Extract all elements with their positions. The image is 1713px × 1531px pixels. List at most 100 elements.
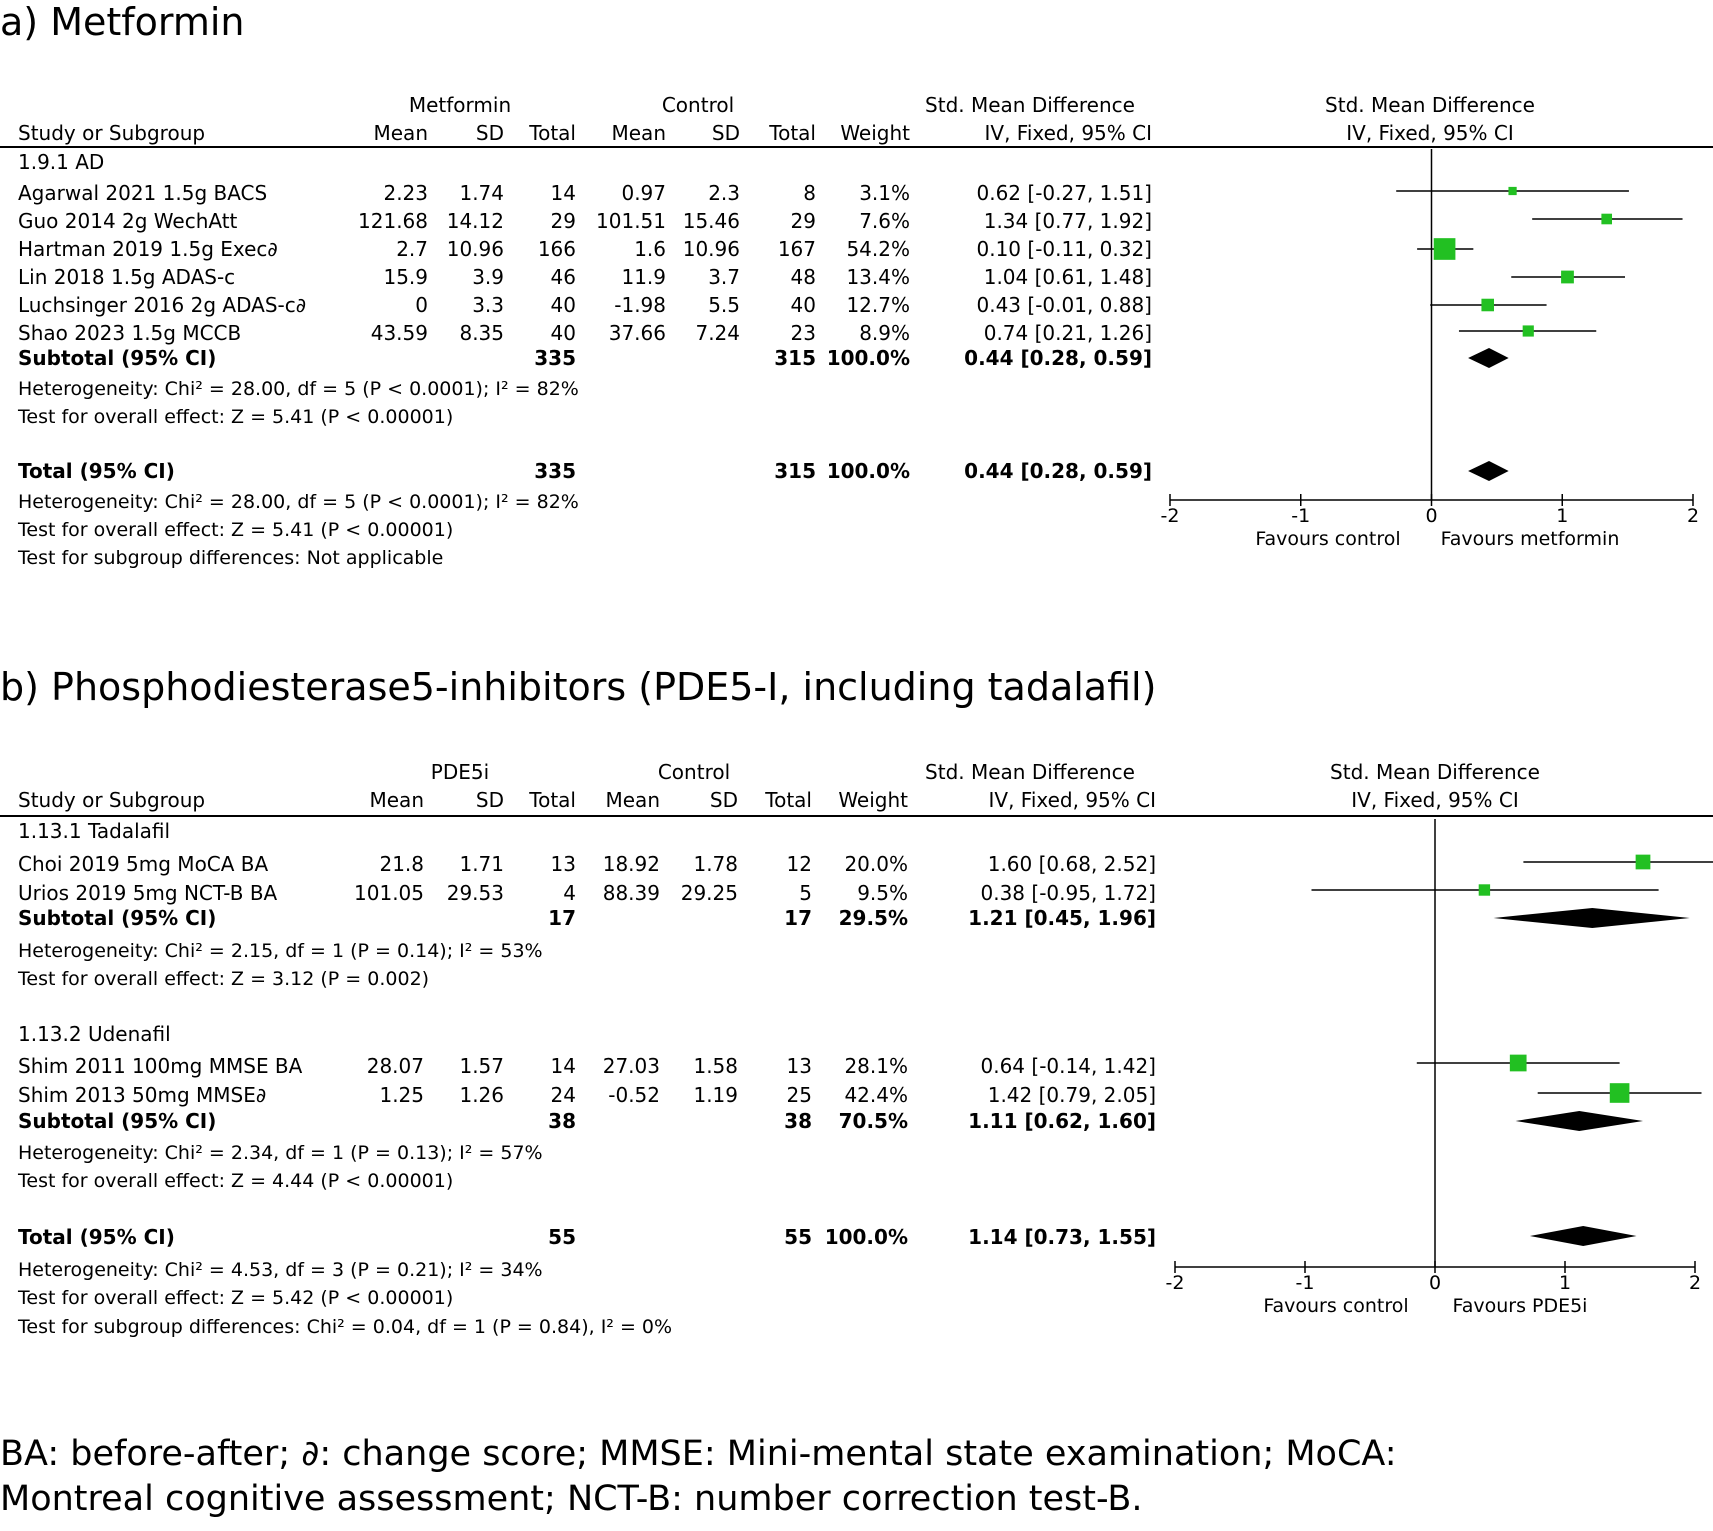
n1: 24 (550, 1083, 576, 1107)
study-name: Urios 2019 5mg NCT-B BA (18, 881, 278, 905)
panel-a-group2-header: Control (661, 93, 735, 117)
sd1: 29.53 (446, 881, 504, 905)
study-point (1522, 325, 1534, 337)
panel-a-heading: a) Metformin (0, 0, 245, 44)
panel-b-total2-header: Total (765, 788, 812, 812)
subtotal-n2: 38 (784, 1109, 812, 1133)
sd1: 8.35 (459, 321, 504, 345)
panel-b-axis-right-label: Favours PDE5i (1452, 1295, 1588, 1317)
panel-a-total1-header: Total (529, 121, 576, 145)
subtotal-n2: 17 (784, 906, 812, 930)
effect-ci: 0.64 [-0.14, 1.42] (980, 1054, 1157, 1078)
panel-b-subgroup1-label: 1.13.1 Tadalafil (18, 819, 171, 843)
n2: 23 (790, 321, 816, 345)
sd1: 1.57 (459, 1054, 504, 1078)
weight: 12.7% (846, 293, 910, 317)
mean2: -0.52 (608, 1083, 660, 1107)
n1: 14 (550, 1054, 576, 1078)
sd1: 1.71 (459, 852, 504, 876)
n1: 14 (550, 181, 576, 205)
subtotal-diamond (1515, 1111, 1643, 1131)
mean2: 88.39 (602, 881, 660, 905)
weight: 7.6% (859, 209, 910, 233)
sd2: 1.19 (693, 1083, 738, 1107)
panel-b-sd1-header: SD (475, 788, 504, 812)
x-tick-label: 1 (1559, 1272, 1571, 1294)
subtotal-diamond (1493, 908, 1690, 928)
effect-ci: 0.74 [0.21, 1.26] (983, 321, 1152, 345)
panel-b-group1-header: PDE5i (430, 760, 490, 784)
subtotal-n2: 315 (774, 346, 816, 370)
panel-b-forest-plot: -2 -1 0 1 2 (1166, 819, 1713, 1294)
panel-b-subgroup-differences: Test for subgroup differences: Chi² = 0.… (18, 1316, 673, 1338)
subtotal-n1: 17 (548, 906, 576, 930)
sd1: 3.3 (472, 293, 504, 317)
mean2: 18.92 (602, 852, 660, 876)
panel-b-plot-header: Std. Mean Difference (1330, 760, 1540, 784)
subtotal-ci: 1.11 [0.62, 1.60] (968, 1109, 1156, 1133)
n1: 4 (563, 881, 576, 905)
n1: 29 (550, 209, 576, 233)
mean2: 11.9 (621, 265, 666, 289)
mean2: 101.51 (596, 209, 666, 233)
subtotal-label: Subtotal (95% CI) (18, 346, 217, 370)
subtotal-diamond (1468, 348, 1509, 368)
panel-b-subgroup2-overall-effect: Test for overall effect: Z = 4.44 (P < 0… (18, 1170, 454, 1192)
x-tick-label: 0 (1429, 1272, 1441, 1294)
n2: 25 (786, 1083, 812, 1107)
effect-ci: 1.04 [0.61, 1.48] (983, 265, 1152, 289)
n2: 8 (803, 181, 816, 205)
mean1: 2.7 (396, 237, 428, 261)
subtotal-ci: 0.44 [0.28, 0.59] (964, 346, 1152, 370)
panel-a-smd-method-header: IV, Fixed, 95% CI (984, 121, 1152, 145)
effect-ci: 0.43 [-0.01, 0.88] (976, 293, 1153, 317)
study-point (1478, 884, 1491, 896)
mean2: 0.97 (621, 181, 666, 205)
effect-ci: 0.62 [-0.27, 1.51] (976, 181, 1153, 205)
total-label: Total (95% CI) (18, 1225, 175, 1249)
panel-a-total-overall-effect: Test for overall effect: Z = 5.41 (P < 0… (18, 519, 454, 541)
subtotal-n1: 335 (534, 346, 576, 370)
total-diamond (1529, 1226, 1637, 1246)
n1: 40 (550, 293, 576, 317)
footnote-line-1: BA: before-after; ∂: change score; MMSE:… (0, 1434, 1397, 1474)
n2: 40 (790, 293, 816, 317)
panel-a-subgroup-differences: Test for subgroup differences: Not appli… (18, 547, 444, 569)
weight: 20.0% (844, 852, 908, 876)
sd2: 1.58 (693, 1054, 738, 1078)
sd2: 15.46 (682, 209, 740, 233)
panel-b-total-overall-effect: Test for overall effect: Z = 5.42 (P < 0… (18, 1287, 454, 1309)
n2: 5 (799, 881, 812, 905)
x-tick-label: -2 (1166, 1272, 1185, 1294)
n1: 13 (550, 852, 576, 876)
panel-a-plot-method-header: IV, Fixed, 95% CI (1346, 121, 1514, 145)
sd2: 7.24 (695, 321, 740, 345)
total-n2: 315 (774, 459, 816, 483)
study-name: Luchsinger 2016 2g ADAS-c∂ (18, 293, 307, 317)
panel-a-axis-left-label: Favours control (1255, 528, 1401, 550)
weight: 3.1% (859, 181, 910, 205)
panel-a-plot-header: Std. Mean Difference (1325, 93, 1535, 117)
panel-b-total1-header: Total (529, 788, 576, 812)
panel-b-mean2-header: Mean (605, 788, 661, 812)
subtotal-ci: 1.21 [0.45, 1.96] (968, 906, 1156, 930)
study-name: Hartman 2019 1.5g Exec∂ (18, 237, 278, 261)
mean1: 21.8 (379, 852, 424, 876)
mean2: 37.66 (608, 321, 666, 345)
panel-a-header-rule (0, 146, 1713, 148)
study-point (1635, 854, 1651, 870)
study-point (1609, 1083, 1630, 1103)
panel-b-weight-header: Weight (838, 788, 908, 812)
weight: 54.2% (846, 237, 910, 261)
effect-ci: 0.10 [-0.11, 0.32] (976, 237, 1153, 261)
weight: 13.4% (846, 265, 910, 289)
subtotal-weight: 100.0% (826, 346, 910, 370)
study-point (1433, 238, 1456, 260)
panel-b-group2-header: Control (657, 760, 731, 784)
total-n1: 335 (534, 459, 576, 483)
panel-b-axis-left-label: Favours control (1263, 1295, 1409, 1317)
study-point (1481, 298, 1494, 312)
effect-ci: 0.38 [-0.95, 1.72] (980, 881, 1157, 905)
x-tick-label: 2 (1689, 1272, 1701, 1294)
panel-a-group1-header: Metformin (408, 93, 512, 117)
